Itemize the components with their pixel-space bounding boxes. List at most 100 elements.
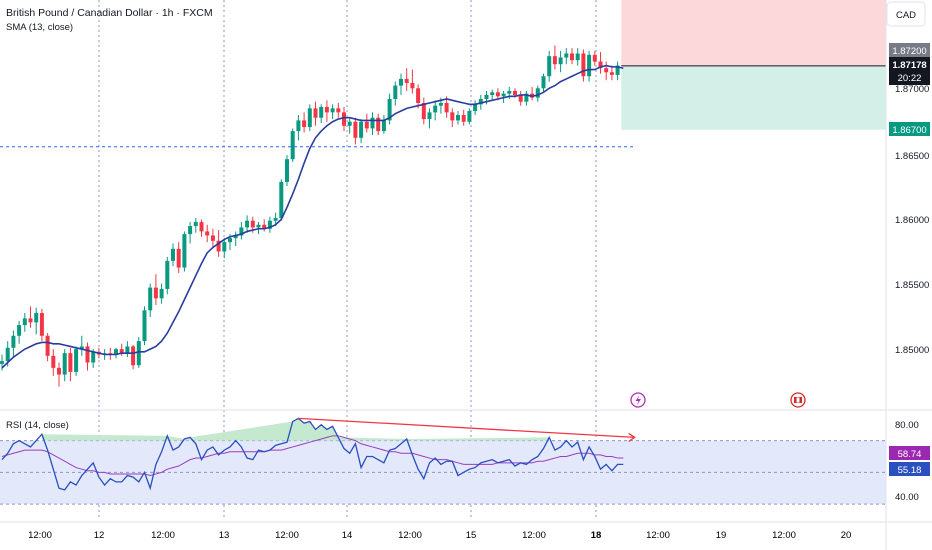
rsi-axis-label-80: 80.00: [895, 420, 919, 431]
time-label-14: 20: [841, 530, 852, 541]
time-label-3: 12:00: [151, 530, 175, 541]
candle-body-16: [91, 351, 96, 363]
candle-body-106: [604, 68, 609, 73]
candle-body-32: [182, 234, 187, 268]
candle-body-5: [28, 318, 33, 323]
candle-body-69: [393, 85, 398, 99]
candle-body-85: [484, 94, 489, 99]
candle-body-75: [427, 112, 432, 120]
candle-body-60: [342, 112, 346, 126]
candle-body-4: [22, 318, 27, 326]
candle-body-10: [57, 367, 61, 375]
candle-body-26: [148, 287, 153, 311]
candle-body-35: [199, 222, 204, 232]
candle-body-46: [262, 224, 267, 229]
position-zones: [621, 0, 886, 130]
candle-body-15: [85, 346, 90, 363]
flag-event-icon[interactable]: [790, 392, 806, 408]
time-label-2: 12: [94, 530, 105, 541]
candle-body-11: [62, 353, 67, 375]
candle-body-39: [222, 242, 227, 252]
candle-body-49: [279, 181, 284, 219]
lightning-event-icon[interactable]: [630, 392, 646, 408]
candle-body-6: [34, 313, 39, 323]
current-price-label: 1.87178: [892, 60, 926, 71]
candle-body-21: [119, 349, 124, 354]
time-label-4: 13: [219, 530, 230, 541]
candle-body-108: [615, 65, 620, 75]
candle-body-96: [547, 56, 552, 77]
candle-body-20: [114, 349, 118, 355]
candle-body-55: [313, 108, 318, 118]
candle-body-103: [587, 54, 592, 77]
time-label-1: 12:00: [28, 530, 52, 541]
rsi-divergence-arrowhead: [628, 432, 636, 442]
candle-body-56: [319, 107, 324, 118]
sma-series: [1, 64, 624, 369]
sma-line: [1, 64, 624, 369]
time-label-12: 19: [716, 530, 727, 541]
price-label-4: 1.85500: [895, 280, 929, 291]
candle-body-42: [239, 227, 244, 236]
candle-body-92: [524, 93, 529, 102]
candle-body-105: [598, 61, 603, 69]
rsi-line: [1, 417, 624, 491]
candle-body-30: [171, 248, 175, 261]
candle-body-97: [552, 56, 557, 65]
candle-body-38: [216, 240, 221, 252]
candle-body-33: [188, 226, 193, 235]
candle-body-73: [416, 88, 421, 104]
candle-body-34: [193, 222, 198, 227]
stop-zone: [621, 65, 886, 130]
time-label-9: 12:00: [522, 530, 546, 541]
candle-body-41: [233, 235, 238, 239]
candle-body-68: [387, 98, 392, 121]
candle-body-2: [11, 335, 16, 348]
candle-body-8: [45, 335, 50, 356]
time-label-13: 12:00: [772, 530, 796, 541]
candle-body-64: [364, 121, 369, 129]
candle-body-9: [51, 355, 56, 368]
candle-body-54: [307, 108, 312, 128]
sma-legend: SMA (13, close): [6, 22, 73, 33]
candle-body-24: [136, 341, 141, 366]
rsi-legend: RSI (14, close): [6, 420, 69, 431]
candle-body-47: [267, 220, 272, 229]
candle-body-65: [370, 117, 375, 129]
candle-body-22: [125, 346, 130, 354]
candle-body-1: [5, 347, 10, 362]
candle-body-90: [513, 90, 517, 95]
price-label-2: 1.86500: [895, 151, 929, 162]
candle-body-77: [438, 103, 443, 106]
price-levels: [0, 65, 886, 148]
candle-body-100: [570, 53, 574, 61]
candle-body-83: [473, 104, 478, 112]
rsi-ma-value-badge: [889, 446, 930, 460]
currency-label: CAD: [896, 10, 916, 21]
rsi-axis-label-40: 40.00: [895, 492, 919, 503]
rsi-overbought-fill: [41, 418, 550, 441]
candle-body-23: [131, 346, 136, 366]
candle-body-0: [0, 361, 4, 364]
countdown-label: 20:22: [898, 73, 922, 84]
candle-body-94: [535, 88, 540, 98]
candle-body-70: [399, 78, 403, 86]
candle-body-29: [165, 260, 170, 289]
candle-body-14: [79, 346, 84, 350]
target-zone: [621, 0, 886, 66]
stop-price-badge: [889, 122, 930, 136]
candle-body-104: [592, 54, 597, 62]
candle-body-63: [359, 121, 364, 138]
stop-price-label: 1.86700: [892, 125, 926, 136]
rsi-panel[interactable]: [0, 417, 886, 505]
target-price-label: 1.87200: [892, 46, 926, 57]
candle-body-25: [142, 310, 147, 342]
candle-body-72: [410, 82, 415, 89]
candle-body-99: [564, 53, 569, 58]
chart-title: British Pound / Canadian Dollar · 1h · F…: [6, 7, 213, 19]
candlestick-series: [0, 45, 620, 387]
currency-button[interactable]: [886, 1, 926, 27]
time-label-11: 12:00: [646, 530, 670, 541]
